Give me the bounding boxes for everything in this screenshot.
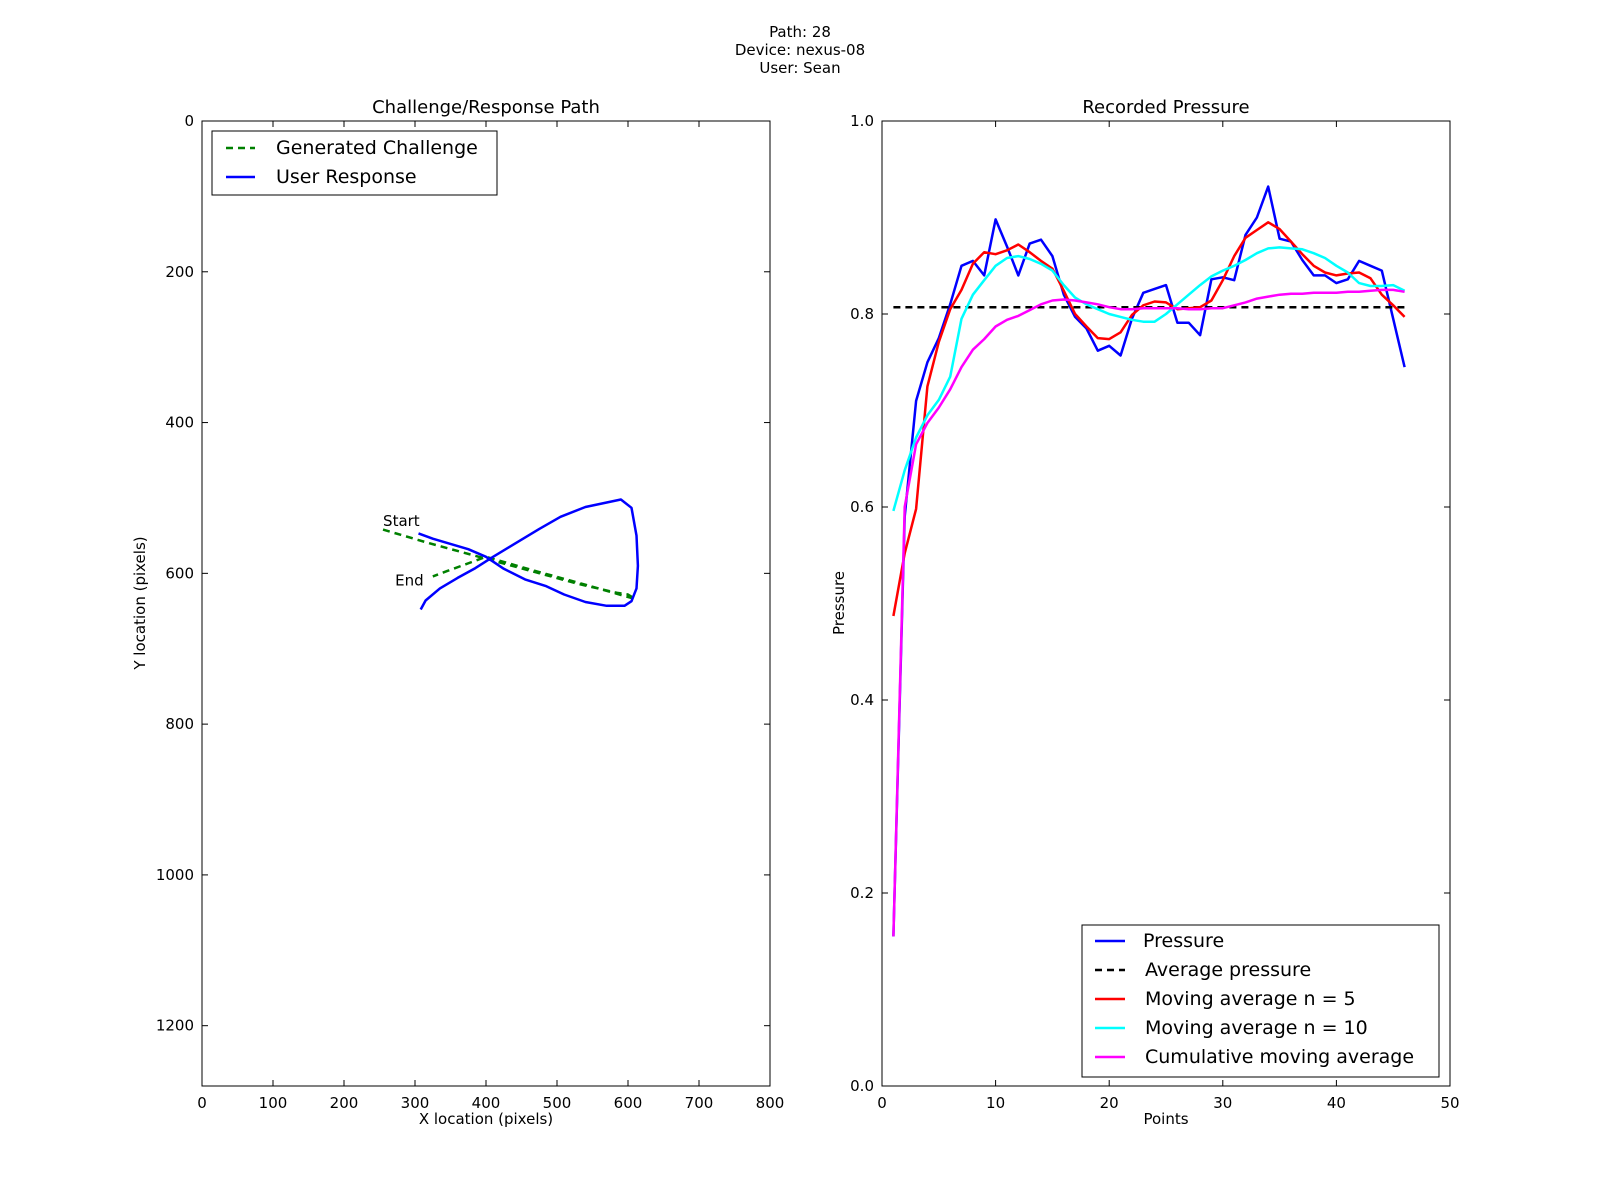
path-chart: Challenge/Response Path 0 100 200 300 400 500… — [131, 97, 784, 1128]
pressure-chart-ytick-label: 0.4 — [850, 691, 874, 709]
legend-label-moving-average-10: Moving average n = 10 — [1145, 1017, 1368, 1039]
path-chart-series-generated-challenge — [382, 528, 637, 601]
pressure-chart-ytick-label: 0.2 — [850, 884, 874, 902]
pressure-chart-xlabel: Points — [1143, 1110, 1188, 1128]
legend-label-cumulative-moving-average: Cumulative moving average — [1145, 1046, 1414, 1068]
pressure-chart-ytick-label: 0.8 — [850, 305, 874, 323]
pressure-chart-plot-area — [881, 120, 1451, 1087]
path-chart-ytick-label: 800 — [165, 715, 194, 733]
pressure-chart-xtick-label: 0 — [877, 1094, 887, 1112]
path-chart-xtick-label: 400 — [472, 1094, 501, 1112]
pressure-chart-ytick-label: 0.6 — [850, 498, 874, 516]
pressure-chart-series-moving-average-n-5 — [892, 221, 1406, 617]
path-chart-ytick-label: 0 — [184, 112, 194, 130]
pressure-chart-xtick-label: 40 — [1327, 1094, 1346, 1112]
pressure-chart-series-pressure — [892, 185, 1406, 937]
path-chart-annotation-end: End — [395, 571, 424, 589]
pressure-chart: Recorded Pressure 0 10 20 30 40 50 0.0 0.2 0.4 0.… — [830, 97, 1460, 1128]
path-chart-xtick-label: 500 — [543, 1094, 572, 1112]
path-chart-ylabel: Y location (pixels) — [131, 536, 149, 670]
pressure-chart-legend: Pressure Average pressure Moving average… — [1081, 924, 1440, 1078]
figure-title-line-3: User: Sean — [759, 59, 840, 77]
path-chart-xtick-label: 100 — [259, 1094, 288, 1112]
pressure-chart-series-cumulative-moving-average — [892, 288, 1405, 937]
pressure-chart-xtick-label: 30 — [1213, 1094, 1232, 1112]
path-chart-xtick-label: 600 — [614, 1094, 643, 1112]
legend-label-average-pressure: Average pressure — [1145, 959, 1311, 981]
figure-title-line-1: Path: 28 — [769, 23, 831, 41]
pressure-chart-ytick-label: 1.0 — [850, 112, 874, 130]
pressure-chart-ytick-label: 0.0 — [850, 1077, 874, 1095]
pressure-chart-xtick-label: 10 — [986, 1094, 1005, 1112]
path-chart-xtick-label: 300 — [401, 1094, 430, 1112]
path-chart-ytick-label: 1200 — [156, 1017, 194, 1035]
path-chart-ytick-label: 200 — [165, 263, 194, 281]
legend-label-moving-average-5: Moving average n = 5 — [1145, 988, 1356, 1010]
pressure-chart-ylabel: Pressure — [830, 571, 848, 635]
path-chart-title: Challenge/Response Path — [372, 97, 600, 118]
pressure-chart-xtick-label: 50 — [1440, 1094, 1459, 1112]
pressure-chart-series-moving-average-n-10 — [892, 246, 1406, 512]
pressure-chart-xtick-label: 20 — [1100, 1094, 1119, 1112]
path-chart-annotation-start: Start — [383, 512, 420, 530]
path-chart-ytick-label: 1000 — [156, 866, 194, 884]
legend-label-user-response: User Response — [276, 166, 417, 188]
figure-title-line-2: Device: nexus-08 — [735, 41, 865, 59]
path-chart-xtick-label: 200 — [330, 1094, 359, 1112]
path-chart-xlabel: X location (pixels) — [419, 1110, 553, 1128]
path-chart-plot-area — [201, 120, 771, 1087]
path-chart-xtick-label: 700 — [685, 1094, 714, 1112]
path-chart-xtick-label: 800 — [756, 1094, 785, 1112]
path-chart-legend: Generated Challenge User Response — [211, 130, 498, 196]
path-chart-series-user-response — [418, 498, 640, 611]
path-chart-xtick-label: 0 — [197, 1094, 207, 1112]
legend-label-pressure: Pressure — [1143, 930, 1224, 952]
path-chart-ytick-label: 600 — [165, 564, 194, 582]
pressure-chart-title: Recorded Pressure — [1082, 97, 1249, 118]
path-chart-ytick-label: 400 — [165, 414, 194, 432]
legend-label-generated-challenge: Generated Challenge — [276, 137, 478, 159]
